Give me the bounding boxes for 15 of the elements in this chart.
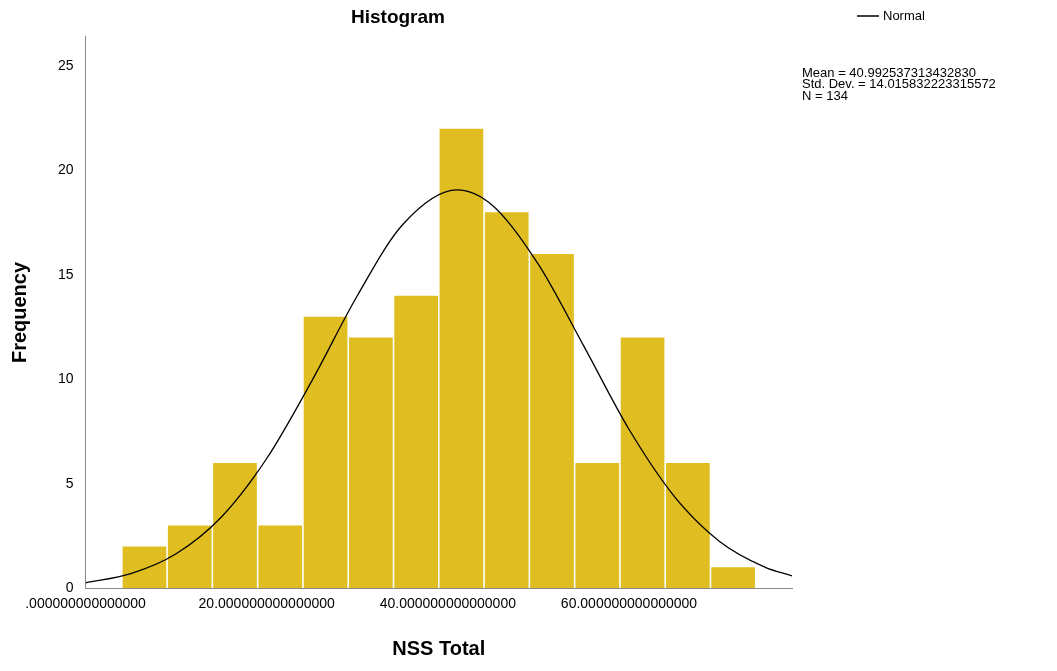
y-tick-label: 0	[65, 579, 74, 596]
x-tick-label: 20.000000000000000	[198, 595, 336, 612]
y-tick-label: 10	[57, 370, 74, 387]
legend-label: Normal	[883, 7, 926, 23]
x-tick-label: 60.000000000000000	[560, 595, 698, 612]
y-tick-label: 5	[65, 474, 74, 491]
y-tick-label: 15	[57, 265, 74, 282]
y-tick-label: 20	[57, 161, 74, 178]
x-tick-label: .000000000000000	[25, 595, 147, 612]
x-tick-label: 40.000000000000000	[379, 595, 517, 612]
x-axis-title: NSS Total	[392, 636, 486, 659]
chart-title: Histogram	[351, 5, 445, 27]
y-axis-title: Frequency	[7, 261, 30, 364]
y-tick-label: 25	[57, 56, 74, 73]
line-series	[85, 189, 792, 584]
